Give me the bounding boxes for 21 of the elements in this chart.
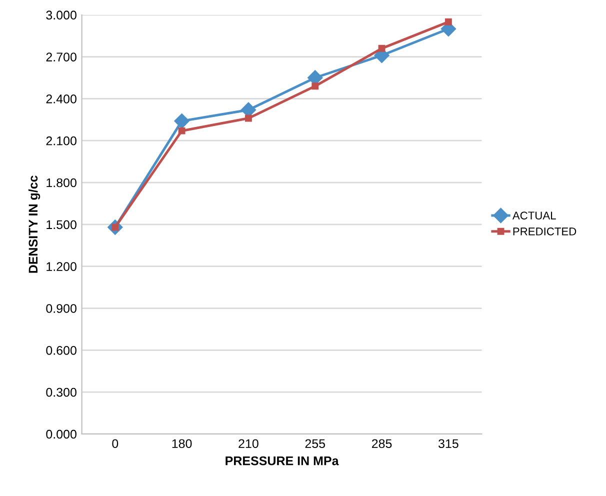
y-tick-label: 1.200 — [46, 262, 76, 272]
x-tick-label: 255 — [305, 439, 326, 448]
legend-label: PREDICTED — [513, 228, 576, 236]
y-tick-label: 2.400 — [46, 94, 76, 104]
y-tick-label: 0.900 — [46, 304, 76, 313]
x-tick-label: 315 — [438, 439, 458, 448]
y-tick-label: 2.700 — [46, 52, 76, 62]
y-tick-label: 0.300 — [46, 388, 76, 397]
y-tick-label: 2.100 — [46, 136, 76, 146]
y-axis-title: DENSITY IN g/cc — [28, 176, 40, 273]
legend-label: ACTUAL — [512, 212, 556, 220]
x-tick-label: 0 — [112, 439, 118, 448]
x-axis-title: PRESSURE IN MPa — [226, 456, 339, 466]
y-tick-label: 0.000 — [46, 430, 76, 439]
x-tick-label: 210 — [238, 439, 258, 448]
x-tick-label: 285 — [372, 439, 392, 448]
y-tick-label: 0.600 — [46, 346, 76, 355]
y-tick-label: 1.800 — [46, 178, 76, 188]
y-tick-label: 1.500 — [46, 220, 76, 230]
y-tick-label: 3.000 — [46, 10, 76, 20]
x-tick-label: 180 — [172, 439, 192, 448]
